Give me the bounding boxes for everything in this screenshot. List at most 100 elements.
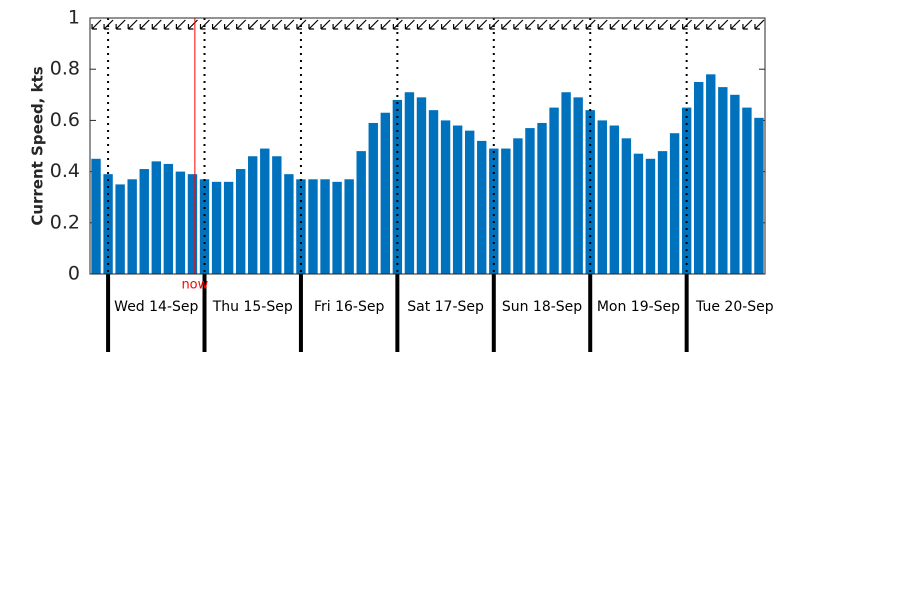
bar — [428, 110, 439, 274]
bar — [272, 156, 282, 274]
bar — [501, 148, 511, 274]
bar — [585, 110, 595, 274]
y-tick-label: 0.8 — [50, 58, 80, 80]
bar — [284, 174, 294, 274]
bar — [260, 148, 270, 274]
direction-arrow — [224, 19, 235, 30]
bar — [730, 94, 740, 274]
direction-arrow — [284, 19, 295, 30]
bar — [356, 151, 366, 274]
direction-arrow — [718, 19, 729, 30]
bar — [235, 169, 246, 274]
bar — [139, 169, 149, 274]
direction-arrow — [609, 19, 620, 30]
bar — [91, 158, 101, 274]
direction-arrow — [320, 19, 331, 30]
direction-arrow — [489, 19, 500, 30]
direction-arrow — [416, 19, 427, 30]
direction-arrow — [621, 19, 632, 30]
direction-arrow — [211, 19, 222, 30]
direction-arrow — [296, 19, 307, 30]
bar — [597, 120, 607, 275]
day-label: Thu 15-Sep — [212, 299, 293, 315]
direction-arrow — [260, 19, 271, 30]
direction-arrow — [525, 19, 536, 30]
bar — [669, 133, 680, 274]
bar — [175, 171, 186, 274]
bar — [308, 179, 318, 274]
direction-arrow — [645, 19, 656, 30]
direction-arrow — [453, 19, 464, 30]
direction-arrow — [392, 19, 403, 30]
day-label: Mon 19-Sep — [597, 299, 680, 315]
bar — [187, 174, 198, 274]
direction-arrow — [561, 19, 572, 30]
direction-arrow — [344, 19, 355, 30]
bar — [380, 112, 391, 274]
bar — [645, 158, 656, 274]
bar — [609, 125, 620, 275]
direction-arrow — [513, 19, 524, 30]
bar — [573, 97, 583, 274]
bar — [489, 148, 499, 274]
bar — [332, 181, 342, 274]
direction-arrow — [465, 19, 476, 30]
y-tick-label: 0 — [68, 263, 80, 285]
direction-arrow — [236, 19, 247, 30]
bar — [621, 138, 632, 274]
direction-arrow — [501, 19, 512, 30]
bar — [248, 156, 258, 274]
day-label: Sun 18-Sep — [502, 299, 582, 315]
bar — [754, 117, 764, 274]
y-tick-label: 0.6 — [50, 109, 80, 131]
bar — [718, 87, 728, 275]
bar — [440, 120, 451, 275]
bar — [633, 153, 644, 274]
bar — [549, 107, 559, 274]
y-tick-label: 0.2 — [50, 211, 80, 233]
bar — [296, 179, 306, 274]
direction-arrow — [380, 19, 391, 30]
direction-arrow — [356, 19, 367, 30]
direction-arrow — [742, 19, 753, 30]
direction-arrow — [127, 19, 138, 30]
bar — [416, 97, 427, 274]
direction-arrow — [187, 19, 198, 30]
day-label: Tue 20-Sep — [695, 299, 774, 315]
bar — [368, 122, 378, 275]
bar — [537, 122, 547, 275]
bar — [706, 74, 716, 274]
direction-arrow — [657, 19, 668, 30]
bar — [199, 179, 210, 274]
direction-arrow — [115, 19, 126, 30]
direction-arrow — [163, 19, 174, 30]
day-label: Wed 14-Sep — [114, 299, 198, 315]
direction-arrow — [428, 19, 439, 30]
direction-arrow — [537, 19, 548, 30]
direction-arrow — [633, 19, 644, 30]
bar — [223, 181, 234, 274]
bar — [211, 181, 222, 274]
now-label: now — [181, 278, 208, 293]
direction-arrow — [199, 19, 210, 30]
direction-arrow — [573, 19, 584, 30]
direction-arrow — [585, 19, 596, 30]
day-label: Sat 17-Sep — [407, 299, 484, 315]
bar — [115, 184, 125, 274]
bar — [344, 179, 354, 274]
bar — [513, 138, 523, 274]
bar — [694, 82, 704, 274]
direction-arrow — [694, 19, 705, 30]
y-axis-label: Current Speed, kts — [29, 66, 47, 225]
bar — [657, 151, 668, 274]
y-tick-label: 0.4 — [50, 160, 80, 182]
direction-arrow — [332, 19, 343, 30]
y-tick-label: 1 — [68, 7, 80, 29]
direction-arrow — [103, 19, 114, 30]
bar — [561, 92, 571, 275]
direction-arrow — [669, 19, 681, 30]
plot-frame — [89, 17, 766, 275]
direction-arrow — [248, 19, 259, 30]
direction-arrow — [368, 19, 379, 30]
